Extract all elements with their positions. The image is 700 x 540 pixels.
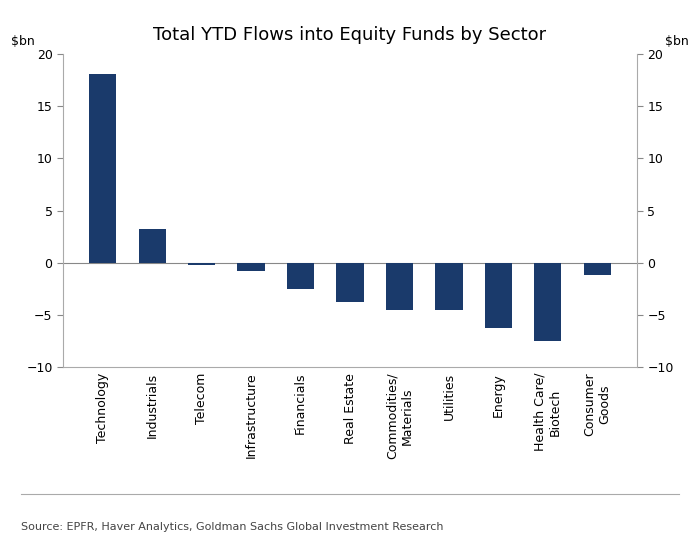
Bar bbox=[139, 230, 166, 263]
Bar bbox=[237, 263, 265, 271]
Bar bbox=[584, 263, 611, 275]
Text: $bn: $bn bbox=[11, 35, 35, 48]
Text: $bn: $bn bbox=[665, 35, 689, 48]
Bar bbox=[89, 74, 116, 263]
Bar bbox=[435, 263, 463, 310]
Bar bbox=[534, 263, 561, 341]
Bar bbox=[188, 263, 215, 265]
Text: Source: EPFR, Haver Analytics, Goldman Sachs Global Investment Research: Source: EPFR, Haver Analytics, Goldman S… bbox=[21, 522, 444, 532]
Bar bbox=[485, 263, 512, 328]
Bar bbox=[386, 263, 413, 310]
Bar bbox=[287, 263, 314, 289]
Title: Total YTD Flows into Equity Funds by Sector: Total YTD Flows into Equity Funds by Sec… bbox=[153, 26, 547, 44]
Bar bbox=[337, 263, 363, 302]
